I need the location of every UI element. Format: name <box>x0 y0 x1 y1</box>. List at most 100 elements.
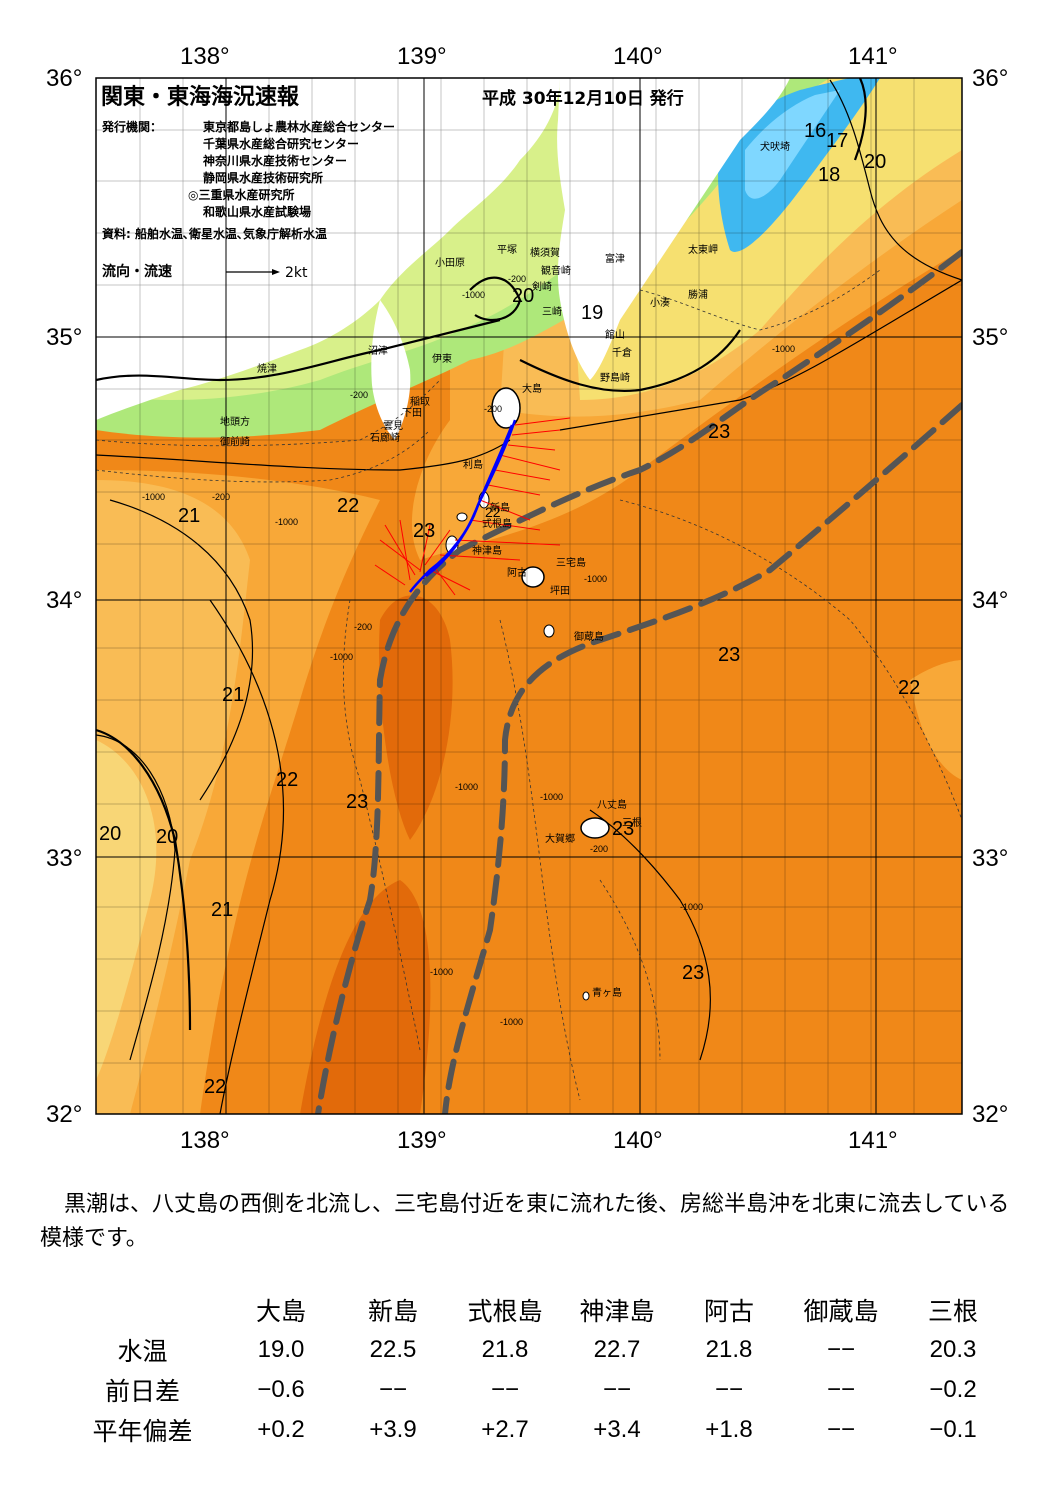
lat-tick-34-right: 34° <box>972 587 1008 614</box>
table-cell: −− <box>378 1376 408 1403</box>
table-cell: −− <box>826 1376 856 1403</box>
isotherm-label: 23 <box>708 421 730 443</box>
lat-tick-36-right: 36° <box>972 65 1008 92</box>
table-cell: 22.7 <box>593 1336 641 1363</box>
depth-contours <box>96 269 962 1101</box>
depth-label: -200 <box>350 390 368 400</box>
place-label: 八丈島 <box>597 798 627 811</box>
issue-date: 平成 30年12月10日 発行 <box>482 88 684 109</box>
place-label: 三宅島 <box>556 556 586 569</box>
flow-legend-label: 流向・流速 <box>102 263 172 280</box>
place-label: 大島 <box>522 382 542 395</box>
isotherm-label: 23 <box>718 644 740 666</box>
depth-label: -200 <box>484 404 502 414</box>
issuer-5: 和歌山県水産試験場 <box>202 204 311 219</box>
isotherm-label: 20 <box>99 823 121 845</box>
place-label: 小田原 <box>435 257 465 269</box>
isotherm-label: 22 <box>898 677 920 699</box>
isotherm-label: 20 <box>512 285 534 307</box>
place-label: 青ヶ島 <box>592 986 622 999</box>
lat-tick-36-left: 36° <box>46 65 82 92</box>
lat-tick-35-right: 35° <box>972 324 1008 351</box>
place-label: 神津島 <box>472 544 502 557</box>
table-cell: 21.8 <box>481 1336 529 1363</box>
place-label: 坪田 <box>550 584 570 597</box>
isotherm-lines <box>96 79 962 1114</box>
place-label: 伊東 <box>432 352 452 365</box>
lon-tick-139-bottom: 139° <box>397 1127 447 1154</box>
kuroshio-axis <box>315 249 962 1114</box>
place-label: 横須賀 <box>530 246 560 259</box>
place-label: 稲取 <box>410 396 430 408</box>
depth-label: -1000 <box>500 1017 523 1027</box>
table-cell: −− <box>826 1416 856 1443</box>
land <box>96 78 790 1001</box>
table-cell: 22.5 <box>369 1336 417 1363</box>
issuer-1: 千葉県水産総合研究センター <box>203 136 359 151</box>
table-cell: −0.6 <box>257 1376 305 1403</box>
row-label: 平年偏差 <box>92 1417 193 1446</box>
place-label: 太東岬 <box>688 243 718 256</box>
isotherm-label: 21 <box>211 899 233 921</box>
depth-label: -1000 <box>455 782 478 792</box>
depth-label: -1000 <box>772 344 795 354</box>
table-cell: −0.1 <box>929 1416 977 1443</box>
place-label: 御蔵島 <box>574 630 604 643</box>
place-label: 雲見 <box>383 420 403 432</box>
table-cell: −− <box>602 1376 632 1403</box>
isotherm-label: 20 <box>864 151 886 173</box>
lon-tick-139-top: 139° <box>397 43 447 70</box>
lat-tick-33-right: 33° <box>972 845 1008 872</box>
table-cell: +3.9 <box>369 1416 417 1443</box>
lon-tick-138-top: 138° <box>180 43 230 70</box>
depth-label: -200 <box>508 274 526 284</box>
table-cell: −− <box>826 1336 856 1363</box>
depth-label: -1000 <box>430 967 453 977</box>
place-label: 阿古 <box>507 566 527 579</box>
depth-label: -1000 <box>142 492 165 502</box>
isotherm-label: 18 <box>818 164 840 186</box>
map-frame <box>95 77 963 1115</box>
table-cell: −− <box>490 1376 520 1403</box>
table-cell: +3.4 <box>593 1416 641 1443</box>
isotherm-value-labels: 16 17 18 20 20 19 23 22 21 23 21 22 23 2… <box>99 120 920 1098</box>
lon-tick-141-bottom: 141° <box>848 1127 898 1154</box>
place-label: 焼津 <box>257 363 277 375</box>
table-header-row: 大島 新島 式根島 神津島 阿古 御蔵島 三根 <box>60 1290 1009 1330</box>
table-row: 水温 19.0 22.5 21.8 22.7 21.8 −− 20.3 <box>60 1330 1009 1370</box>
place-label: 三崎 <box>542 305 562 318</box>
depth-label: -1000 <box>275 517 298 527</box>
place-label: 犬吠埼 <box>760 140 790 153</box>
table-cell: 21.8 <box>705 1336 753 1363</box>
row-label: 水温 <box>117 1337 168 1366</box>
isotherm-label: 21 <box>222 684 244 706</box>
place-label: 石廊崎 <box>370 431 400 444</box>
table-cell: 20.3 <box>929 1336 977 1363</box>
table-cell: −0.2 <box>929 1376 977 1403</box>
place-label: 平塚 <box>497 244 517 256</box>
table-cell: +2.7 <box>481 1416 529 1443</box>
isotherm-label: 22 <box>204 1076 226 1098</box>
place-label: 館山 <box>605 328 625 341</box>
major-grid <box>96 78 962 1114</box>
place-label: 野島崎 <box>600 371 630 384</box>
place-label: 勝浦 <box>688 288 708 301</box>
place-label: 下田 <box>402 408 422 419</box>
depth-label: -200 <box>590 844 608 854</box>
isotherm-label: 17 <box>826 130 848 152</box>
depth-label: -1000 <box>680 902 703 912</box>
place-label: 観音崎 <box>541 264 571 277</box>
depth-label: -1000 <box>462 290 485 300</box>
isotherm-label: 23 <box>682 962 704 984</box>
table-cell: +0.2 <box>257 1416 305 1443</box>
place-label: 千倉 <box>612 346 632 359</box>
column-header: 御蔵島 <box>803 1297 879 1326</box>
lat-tick-34-left: 34° <box>46 587 82 614</box>
isotherm-label: 23 <box>346 791 368 813</box>
column-header: 新島 <box>367 1297 418 1326</box>
map-title: 関東・東海海況速報 <box>101 84 300 110</box>
isotherm-label: 20 <box>156 826 178 848</box>
column-header: 神津島 <box>579 1297 655 1326</box>
isotherm-label: 23 <box>612 818 634 840</box>
flow-legend-scale: 2kt <box>285 265 308 281</box>
